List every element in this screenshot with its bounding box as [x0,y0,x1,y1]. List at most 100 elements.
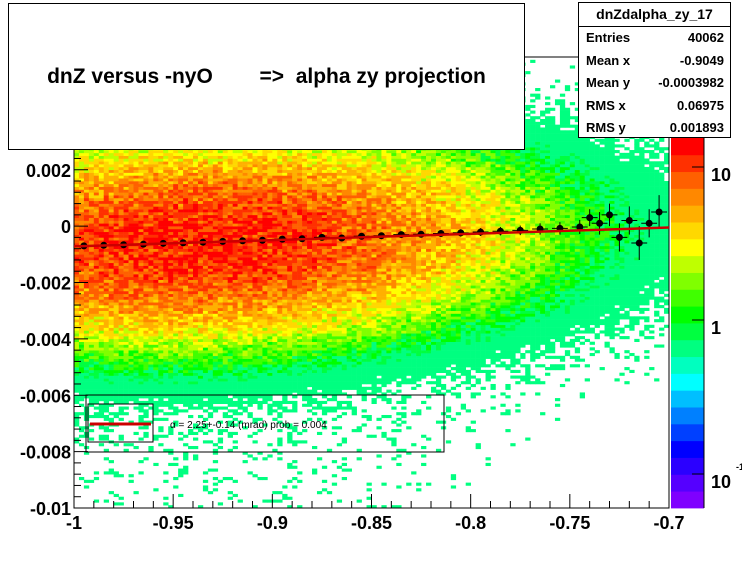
heatmap-cell [118,206,124,210]
heatmap-cell [88,265,95,269]
heatmap-cell [148,262,154,266]
heatmap-cell [237,271,243,275]
heatmap-cell [267,200,273,204]
heatmap-cell [118,496,124,500]
heatmap-cell [267,206,273,210]
heatmap-cell [74,352,80,357]
heatmap-cell [98,200,105,204]
heatmap-cell [247,254,253,258]
heatmap-cell [153,403,159,407]
heatmap-cell [173,389,179,393]
heatmap-cell [252,206,258,210]
heatmap-cell [227,220,233,224]
heatmap-cell [242,358,248,362]
heatmap-cell [143,276,149,280]
heatmap-cell [153,186,159,190]
heatmap-cell [173,178,179,182]
heatmap-cell [197,268,204,272]
heatmap-cell [78,254,85,258]
heatmap-cell [237,245,243,249]
heatmap-cell [237,296,243,300]
heatmap-cell [173,372,179,376]
heatmap-cell [212,243,219,247]
heatmap-cell [242,364,248,368]
heatmap-cell [262,378,268,382]
heatmap-cell [123,231,129,235]
heatmap-cell [193,375,199,379]
heatmap-cell [272,386,278,390]
heatmap-cell [93,259,100,264]
heatmap-cell [133,257,139,261]
heatmap-cell [267,257,273,261]
heatmap-cell [217,381,224,385]
heatmap-cell [163,214,169,218]
heatmap-cell [222,274,229,278]
heatmap-cell [123,192,129,196]
heatmap-cell [193,321,199,326]
heatmap-cell [227,327,233,331]
heatmap-cell [153,245,159,249]
heatmap-cell [88,350,95,354]
heatmap-cell [74,169,80,173]
heatmap-cell [118,259,124,264]
heatmap-cell [188,228,194,233]
heatmap-cell [232,381,238,385]
heatmap-cell [78,434,85,438]
heatmap-cell [74,279,80,283]
heatmap-cell [212,288,219,292]
heatmap-cell [202,206,209,210]
heatmap-cell [128,150,134,154]
heatmap-cell [153,330,159,334]
heatmap-cell [207,386,214,390]
heatmap-cell [138,389,144,393]
heatmap-cell [242,288,248,292]
heatmap-cell [93,223,100,227]
heatmap-cell [138,279,144,283]
heatmap-cell [128,381,134,385]
heatmap-cell [103,383,110,388]
heatmap-cell [188,223,194,227]
heatmap-cell [267,282,273,286]
heatmap-cell [133,375,139,379]
heatmap-cell [118,367,124,371]
heatmap-cell [262,245,268,249]
heatmap-cell [217,279,224,283]
heatmap-cell [74,155,80,159]
heatmap-cell [197,150,204,154]
heatmap-cell [133,288,139,292]
heatmap-cell [88,197,95,202]
heatmap-cell [93,307,100,311]
heatmap-cell [143,330,149,334]
heatmap-cell [88,206,95,210]
heatmap-cell [247,285,253,289]
heatmap-cell [252,369,258,373]
heatmap-cell [207,321,214,326]
heatmap-cell [113,228,119,233]
heatmap-cell [202,169,209,173]
heatmap-cell [113,220,119,224]
heatmap-cell [197,234,204,238]
heatmap-cell [237,310,243,314]
heatmap-cell [153,406,159,410]
heatmap-cell [232,330,238,334]
heatmap-cell [153,276,159,280]
heatmap-cell [128,169,134,173]
heatmap-cell [78,338,85,342]
heatmap-cell [148,341,154,345]
heatmap-cell [74,268,80,272]
heatmap-cell [103,299,110,303]
heatmap-cell [237,333,243,337]
heatmap-cell [83,240,90,244]
heatmap-cell [123,336,129,340]
heatmap-cell [108,296,114,300]
heatmap-cell [232,276,238,280]
heatmap-cell [168,279,174,283]
heatmap-cell [197,195,204,199]
heatmap-cell [183,367,189,371]
heatmap-cell [207,307,214,311]
heatmap-cell [178,209,184,213]
heatmap-cell [232,324,238,328]
heatmap-cell [227,214,233,218]
heatmap-cell [183,302,189,306]
heatmap-cell [153,375,159,379]
